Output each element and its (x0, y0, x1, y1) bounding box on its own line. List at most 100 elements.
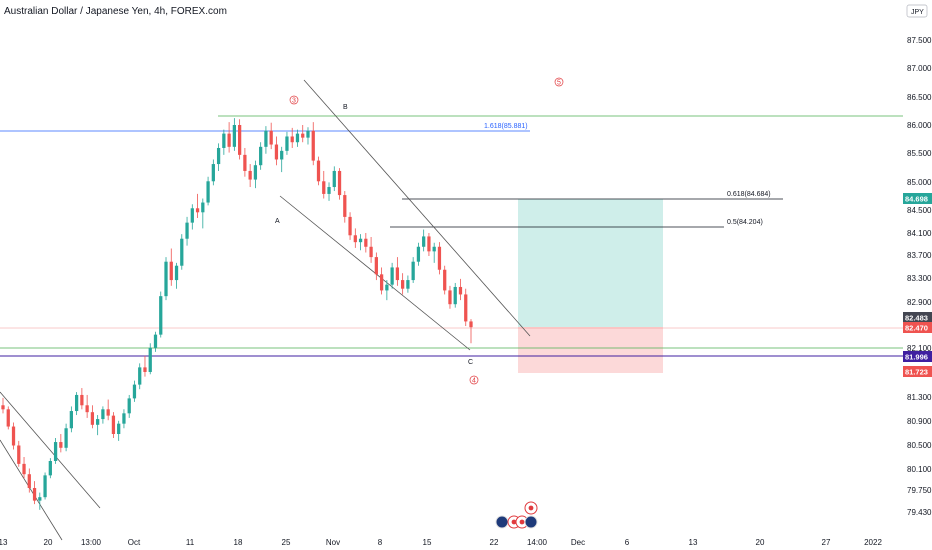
candle-body (138, 367, 142, 385)
price-tick-label: 82.100 (907, 344, 932, 353)
candle-body (122, 413, 126, 424)
candle-body (216, 147, 221, 165)
candle-body (53, 442, 58, 461)
candle-body (274, 144, 279, 160)
candle-body (43, 475, 47, 498)
candle-body (27, 474, 31, 488)
time-tick-label: 14:00 (527, 538, 548, 547)
candle-body (395, 267, 400, 281)
candle-body (422, 236, 426, 247)
candle-body (432, 246, 436, 252)
target-zone[interactable] (518, 199, 663, 327)
candle-body (22, 463, 26, 475)
candle-body (90, 412, 95, 425)
candle-body (337, 170, 342, 196)
price-tick-label: 81.300 (907, 393, 932, 402)
candle-body (364, 238, 368, 247)
price-tick-label: 83.700 (907, 251, 932, 260)
price-tag-82483: 82.483 (903, 312, 932, 323)
candle-body (38, 497, 42, 501)
price-tick-label: 85.500 (907, 149, 932, 158)
time-tick-label: 27 (822, 538, 831, 547)
candle-body (69, 411, 73, 429)
time-tick-label: 2022 (864, 538, 882, 547)
time-tick-label: 18 (234, 538, 243, 547)
time-tick-label: 20 (756, 538, 765, 547)
svg-text:82.483: 82.483 (905, 314, 928, 323)
price-tick-label: 79.430 (907, 508, 932, 517)
candle-body (280, 150, 284, 160)
time-tick-label: 20 (44, 538, 53, 547)
price-tick-label: 84.500 (907, 206, 932, 215)
stop-zone[interactable] (518, 327, 663, 373)
candle-body (11, 426, 16, 446)
candle-body (32, 487, 37, 501)
candle-body (316, 160, 321, 182)
old-channel-upper-line[interactable] (0, 391, 101, 509)
candle-body (411, 261, 415, 281)
candle-body (416, 246, 421, 262)
candle-body (327, 187, 331, 194)
wave-4-marker: 4 (469, 375, 479, 385)
candle-body (96, 419, 100, 425)
price-tick-label: 84.100 (907, 229, 932, 238)
price-tick-label: 80.100 (907, 465, 932, 474)
candle-body (322, 181, 326, 194)
price-tick-label: 80.900 (907, 417, 932, 426)
price-tick-label: 83.300 (907, 274, 932, 283)
candle-body (153, 334, 158, 348)
svg-text:82.470: 82.470 (905, 324, 928, 333)
candle-body (369, 246, 373, 258)
time-tick-label: 22 (490, 538, 499, 547)
candle-body (117, 423, 121, 435)
price-tick-label: 80.500 (907, 441, 932, 450)
candle-body (180, 238, 184, 266)
candle-body (64, 428, 68, 448)
time-tick-label: 8 (378, 538, 383, 547)
price-tick-label: 86.500 (907, 93, 932, 102)
candle-body (1, 405, 5, 410)
candle-body (453, 286, 457, 305)
candle-body (332, 170, 336, 188)
candle-body (201, 202, 205, 213)
candle-body (295, 133, 300, 143)
candle-body (148, 347, 152, 372)
candle-body (243, 154, 247, 171)
time-tick-label: 25 (282, 538, 291, 547)
candle-body (390, 267, 394, 285)
price-tick-label: 87.000 (907, 64, 932, 73)
candle-body (127, 398, 131, 414)
candle-body (259, 146, 263, 166)
fib-05-label: 0.5(84.204) (727, 219, 763, 226)
candle-body (159, 296, 163, 335)
channel-upper-line[interactable] (303, 79, 531, 337)
currency-badge[interactable]: JPY (906, 4, 928, 18)
time-axis[interactable]: 13 20 13:00 Oct 11 18 25 Nov 8 15 22 14:00 Dec 6 13 20 2… (0, 538, 882, 547)
candle-body (227, 133, 231, 147)
au-flag-icon (495, 515, 509, 529)
svg-text:3: 3 (292, 98, 296, 105)
candle-body (222, 133, 226, 148)
candle-body (437, 246, 442, 270)
svg-text:84.698: 84.698 (905, 195, 928, 204)
candlestick-series (1, 118, 473, 510)
candle-body (174, 265, 179, 281)
candle-body (253, 165, 258, 180)
candle-body (448, 290, 452, 305)
svg-text:4: 4 (472, 378, 476, 385)
economic-events-icons[interactable] (495, 501, 538, 529)
candle-body (232, 125, 237, 147)
price-tick-label: 85.000 (907, 178, 932, 187)
time-tick-label: 11 (186, 538, 195, 547)
price-axis[interactable]: 87.500 87.000 86.500 86.000 85.500 85.000 84.5… (907, 36, 932, 517)
candle-body (458, 286, 463, 295)
wave-3-marker: 3 (289, 95, 299, 105)
old-channel-lower-line[interactable] (0, 439, 63, 541)
candle-body (164, 261, 168, 297)
candle-body (311, 130, 315, 161)
candle-body (132, 384, 137, 399)
candle-body (6, 409, 10, 427)
candle-body (285, 136, 289, 151)
wave-5-marker: 5 (554, 77, 564, 87)
